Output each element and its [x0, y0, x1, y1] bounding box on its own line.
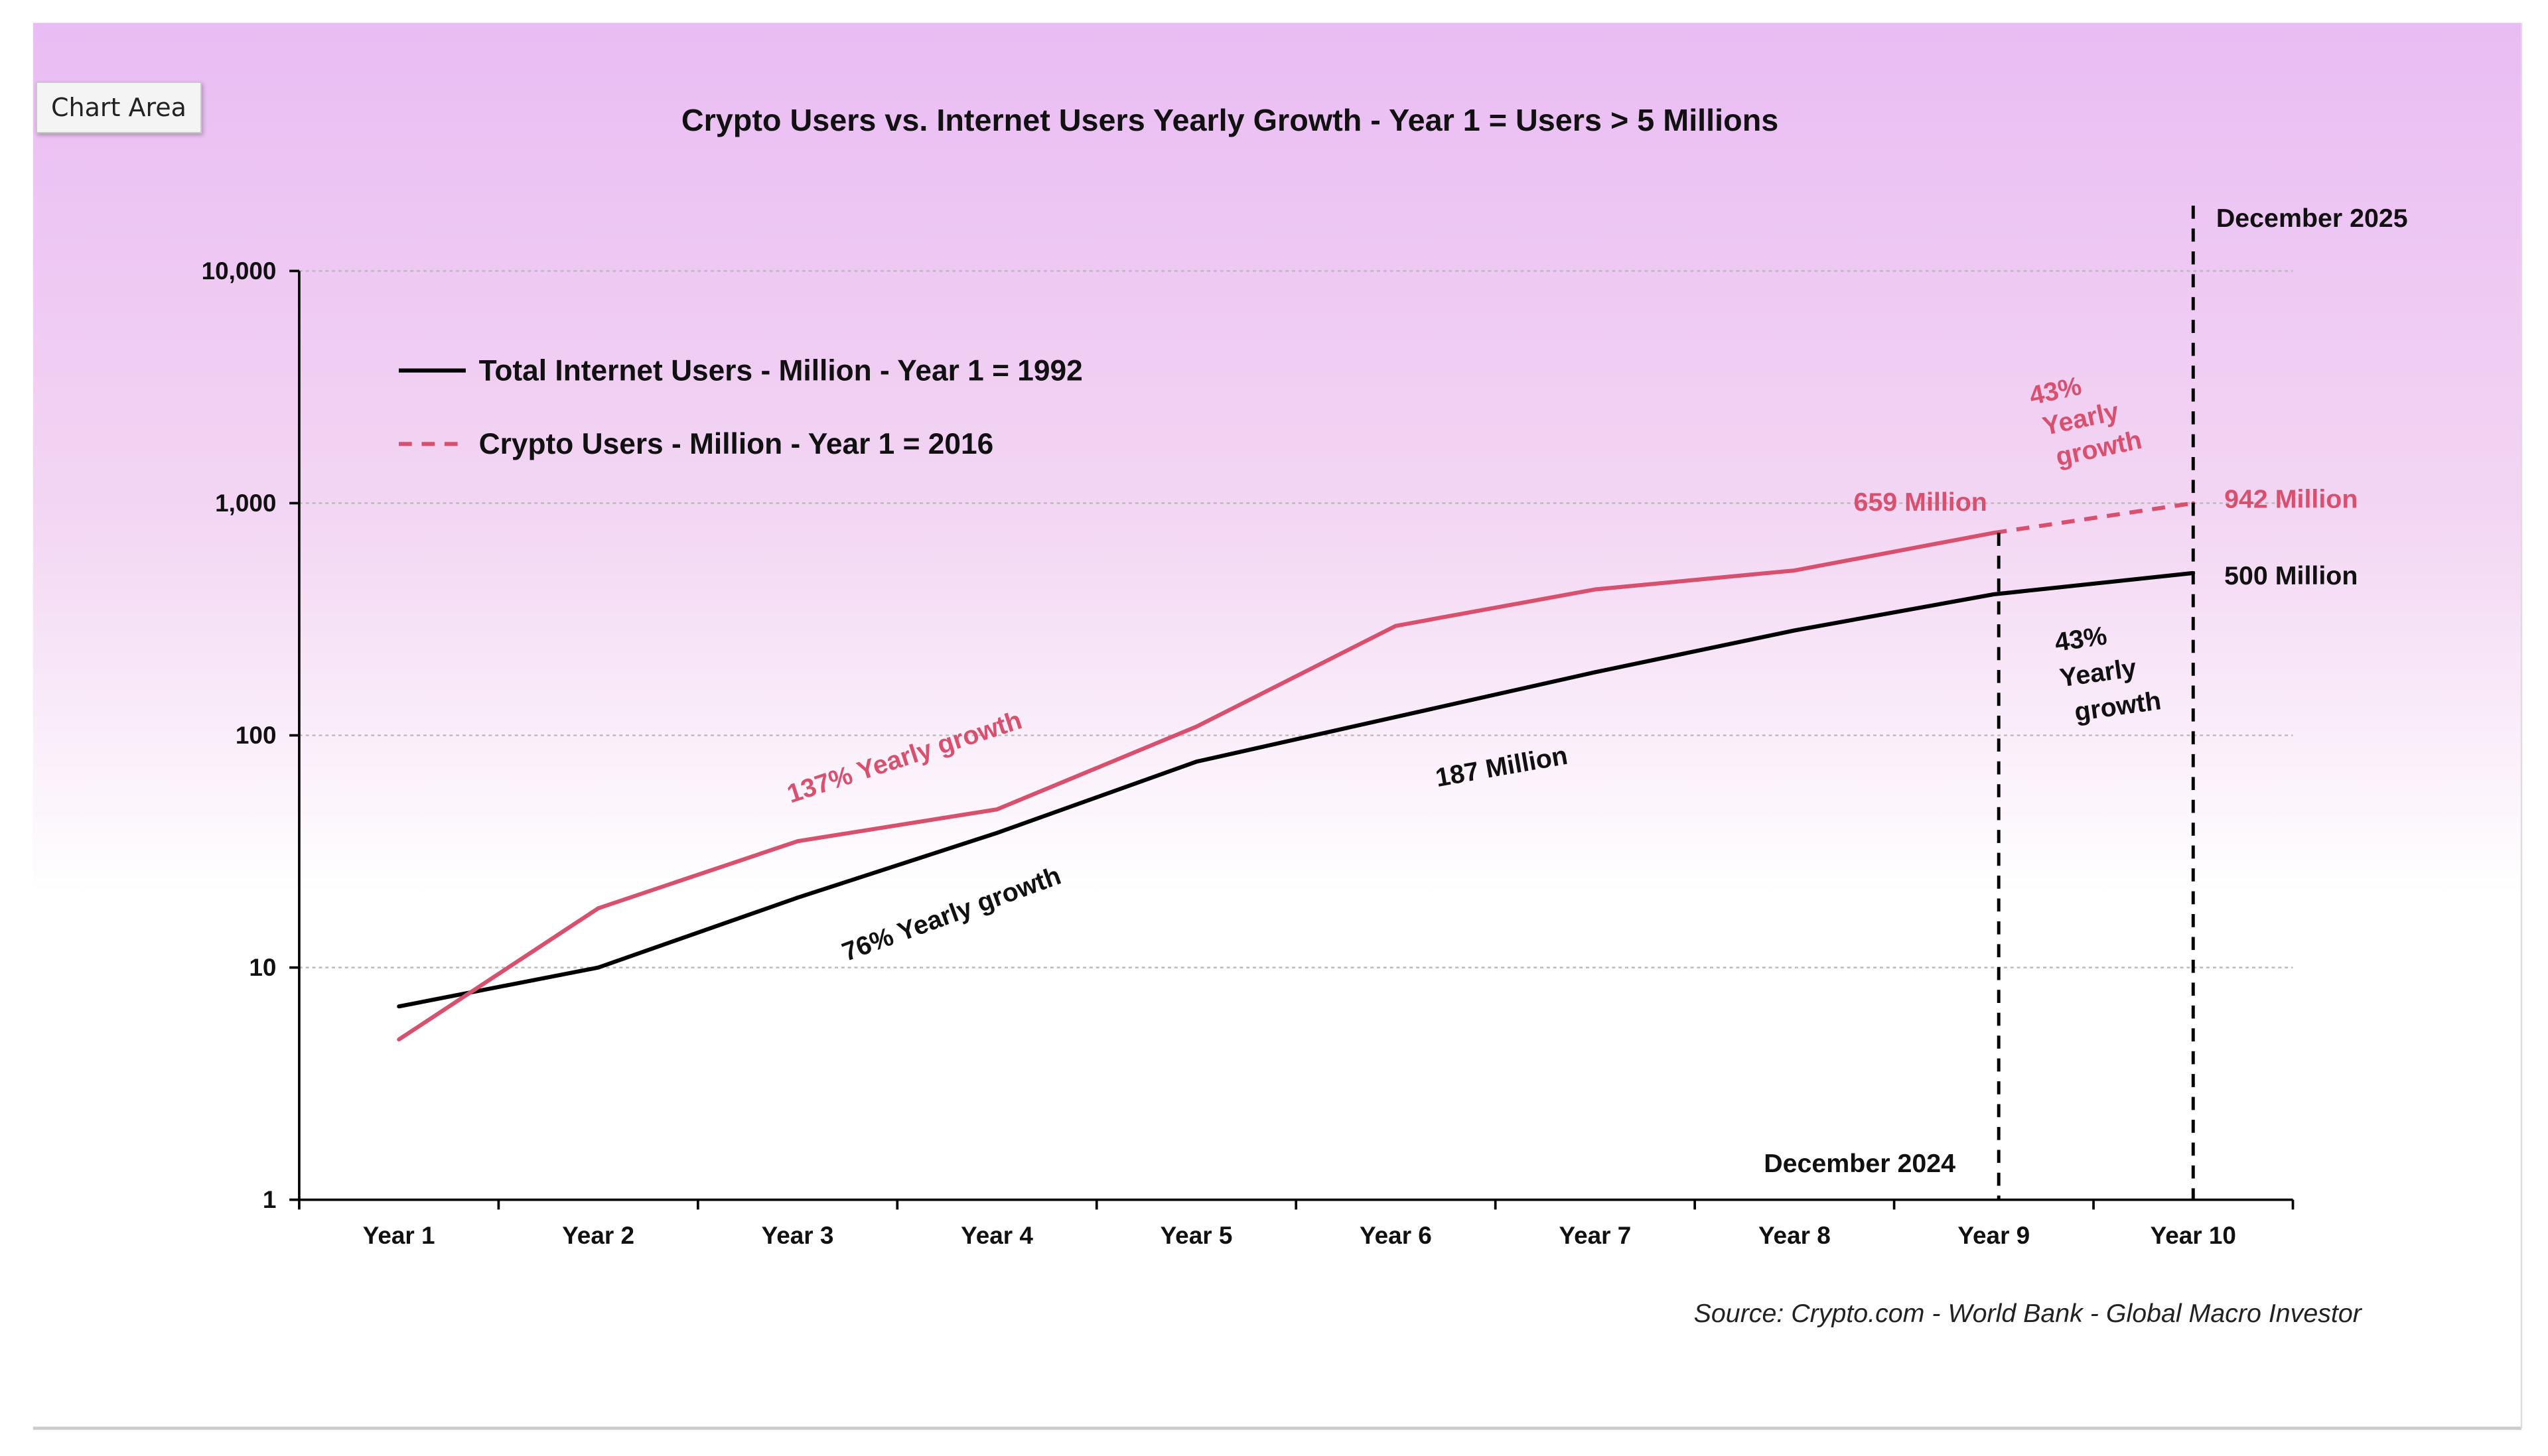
- internet-users-point: [995, 830, 999, 835]
- annotation-500-million: 500 Million: [2224, 561, 2358, 590]
- internet-users-point: [596, 965, 601, 970]
- legend-internet: Total Internet Users - Million - Year 1 …: [479, 354, 1083, 387]
- x-tick-label: Year 2: [562, 1222, 634, 1249]
- internet-users-point: [796, 895, 800, 900]
- internet-users-point: [1592, 670, 1597, 675]
- internet-users-point: [397, 1004, 401, 1009]
- y-tick-label: 10: [249, 954, 276, 981]
- internet-users-point: [1991, 592, 1996, 596]
- internet-users-point: [1393, 714, 1398, 719]
- chart-title: Crypto Users vs. Internet Users Yearly G…: [681, 103, 1778, 137]
- x-tick-label: Year 1: [363, 1222, 435, 1249]
- marker-label-dec-2025: December 2025: [2216, 204, 2408, 233]
- x-tick-label: Year 5: [1161, 1222, 1233, 1249]
- chart-area-tooltip: Chart Area: [36, 82, 202, 133]
- x-tick-label: Year 9: [1957, 1222, 2030, 1249]
- x-tick-label: Year 7: [1559, 1222, 1632, 1249]
- crypto-users-point: [596, 906, 601, 911]
- x-tick-label: Year 3: [762, 1222, 834, 1249]
- y-tick-label: 10,000: [202, 257, 277, 285]
- crypto-users-point: [397, 1037, 401, 1042]
- legend-crypto: Crypto Users - Million - Year 1 = 2016: [479, 428, 994, 460]
- chart-area[interactable]: [33, 23, 2522, 1427]
- x-tick-label: Year 8: [1758, 1222, 1831, 1249]
- internet-users-point: [1792, 628, 1797, 633]
- crypto-users-point: [1592, 587, 1597, 592]
- marker-label-dec-2024: December 2024: [1764, 1149, 1955, 1178]
- annotation-659-million: 659 Million: [1854, 488, 1987, 517]
- annotation-942-million: 942 Million: [2224, 484, 2358, 513]
- annotation-internet-43: 43%: [2053, 621, 2109, 657]
- x-tick-label: Year 6: [1360, 1222, 1432, 1249]
- crypto-users-line-projection: [1993, 501, 2194, 535]
- crypto-users-point: [1792, 568, 1797, 572]
- internet-users-point: [1194, 760, 1198, 764]
- crypto-users-point: [796, 839, 800, 844]
- crypto-users-point: [1991, 531, 1996, 535]
- crypto-users-point: [1393, 624, 1398, 628]
- crypto-users-point: [1194, 724, 1198, 729]
- x-tick-label: Year 10: [2151, 1222, 2236, 1249]
- y-tick-label: 100: [236, 722, 277, 749]
- y-tick-label: 1,000: [215, 490, 276, 517]
- legend: Total Internet Users - Million - Year 1 …: [399, 354, 1083, 460]
- x-tick-label: Year 4: [961, 1222, 1033, 1249]
- internet-users-line: [398, 570, 2194, 1009]
- source-note: Source: Crypto.com - World Bank - Global…: [1694, 1299, 2363, 1328]
- crypto-users-point: [995, 807, 999, 812]
- y-tick-label: 1: [263, 1186, 277, 1213]
